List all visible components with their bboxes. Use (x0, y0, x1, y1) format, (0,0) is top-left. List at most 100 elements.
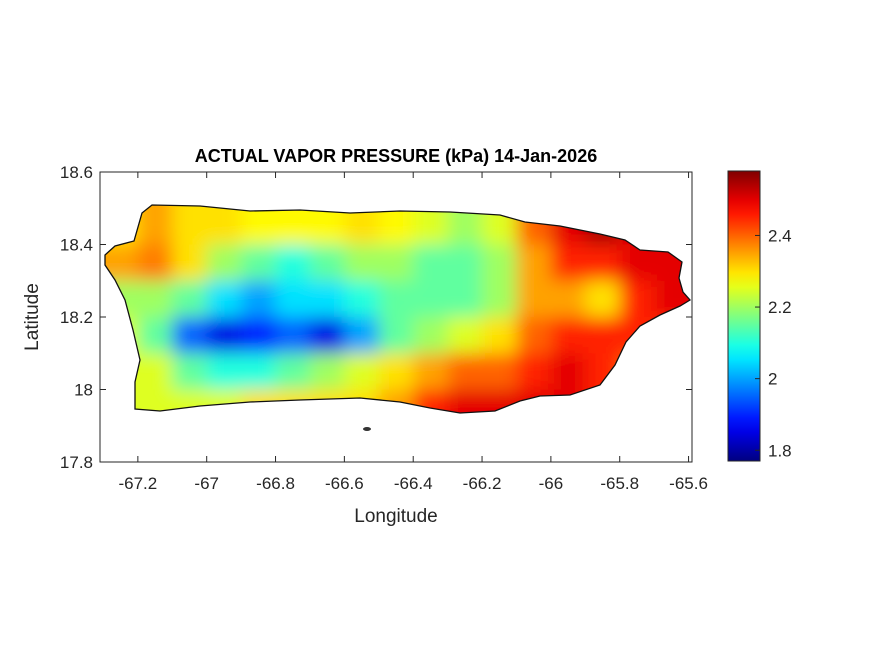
heatmap-cell (241, 205, 277, 246)
x-tick-label: -65.8 (600, 474, 639, 493)
heatmap-cell (516, 244, 552, 282)
heatmap-cell (137, 353, 174, 391)
islet (363, 427, 371, 431)
coastline (104, 204, 692, 414)
heatmap-cell (619, 317, 656, 355)
heatmap-cell (516, 389, 552, 413)
x-tick-label: -67 (194, 474, 219, 493)
heatmap-cell (344, 280, 380, 318)
heatmap-cell (447, 353, 484, 391)
x-tick-label: -67.2 (118, 474, 157, 493)
heatmap-cell (378, 353, 415, 391)
heatmap-cell (654, 280, 690, 318)
heatmap-cell (482, 353, 518, 391)
heatmap-cell (413, 317, 449, 355)
heatmap-cell (378, 244, 415, 282)
colorbar-tick-label: 2 (768, 370, 777, 389)
heatmap-cell (413, 353, 449, 391)
heatmap-cell (482, 280, 518, 318)
y-tick-label: 18.4 (60, 236, 93, 255)
y-tick-label: 17.8 (60, 453, 93, 472)
heatmap-cell (585, 389, 621, 413)
x-axis-label: Longitude (354, 506, 437, 527)
heatmap-cell (482, 244, 518, 282)
heatmap-cell (275, 280, 311, 318)
heatmap-cell (241, 317, 277, 355)
heatmap-cell (172, 353, 208, 391)
heatmap-cell (447, 317, 484, 355)
heatmap-cell (447, 389, 484, 413)
heatmap-cell (172, 280, 208, 318)
heatmap-cell (482, 205, 518, 246)
colorbar-tick-label: 2.4 (768, 226, 792, 245)
heatmap-cell (516, 280, 552, 318)
heatmap-cell (550, 317, 587, 355)
colorbar: 1.8 2 2.2 2.4 (727, 170, 792, 462)
heatmap-cell (275, 317, 311, 355)
heatmap-cell (550, 353, 587, 391)
heatmap-cell (241, 389, 277, 413)
heatmap-cell (447, 244, 484, 282)
heatmap-cell (585, 280, 621, 318)
heatmap-cell (137, 244, 174, 282)
heatmap-cell (309, 280, 346, 318)
heatmap-cell (309, 317, 346, 355)
heatmap-cell (482, 389, 518, 413)
x-tick-label: -66.8 (256, 474, 295, 493)
heatmap-cell (585, 317, 621, 355)
heatmap-cell (550, 389, 587, 413)
heatmap-cell (309, 353, 346, 391)
heatmap-cell (447, 280, 484, 318)
colorbar-tick-label: 2.2 (768, 298, 792, 317)
x-axis: -67.2 -67 -66.8 -66.6 -66.4 -66.2 -66 -65.8 -65.… (118, 172, 708, 493)
heatmap-cell (206, 244, 243, 282)
heatmap-cell (241, 244, 277, 282)
heatmap-cell (550, 280, 587, 318)
heatmap-cell (516, 205, 552, 246)
heatmap-cell (206, 280, 243, 318)
heatmap-cell (344, 353, 380, 391)
heatmap-cell (378, 280, 415, 318)
heatmap-cell (105, 389, 139, 413)
heatmap-cell (137, 317, 174, 355)
heatmap-cell (275, 205, 311, 246)
heatmap-cell (585, 205, 621, 246)
x-tick-label: -66.6 (325, 474, 364, 493)
heatmap-cell (654, 389, 690, 413)
y-tick-label: 18 (74, 381, 93, 400)
heatmap-cell (585, 353, 621, 391)
heatmap-cell (172, 317, 208, 355)
heatmap-cell (172, 389, 208, 413)
heatmap-cell (137, 280, 174, 318)
heatmap-cell (654, 205, 690, 246)
heatmap-cell (241, 353, 277, 391)
heatmap-cell (344, 244, 380, 282)
heatmap-cell (550, 205, 587, 246)
x-tick-label: -66.2 (463, 474, 502, 493)
heatmap-cell (619, 353, 656, 391)
heatmap-cell (482, 317, 518, 355)
heatmap-cell (413, 389, 449, 413)
heatmap-cell (241, 280, 277, 318)
heatmap-cell (413, 244, 449, 282)
heatmap-cell (344, 317, 380, 355)
colorbar-gradient (727, 170, 761, 462)
heatmap-cell (654, 244, 690, 282)
heatmap-cell (206, 317, 243, 355)
heatmap-cell (172, 244, 208, 282)
chart-title: ACTUAL VAPOR PRESSURE (kPa) 14-Jan-2026 (195, 146, 597, 166)
heatmap-cell (378, 317, 415, 355)
y-axis: 17.8 18 18.2 18.4 18.6 (60, 163, 692, 472)
heatmap-cell (206, 353, 243, 391)
y-tick-label: 18.2 (60, 308, 93, 327)
colorbar-tick-label: 1.8 (768, 441, 792, 460)
heatmap-area (105, 205, 690, 413)
x-tick-label: -65.6 (669, 474, 708, 493)
heatmap-cell (172, 205, 208, 246)
heatmap-cell (654, 353, 690, 391)
heatmap-cell (516, 353, 552, 391)
heatmap-cell (275, 353, 311, 391)
heatmap-cell (413, 280, 449, 318)
